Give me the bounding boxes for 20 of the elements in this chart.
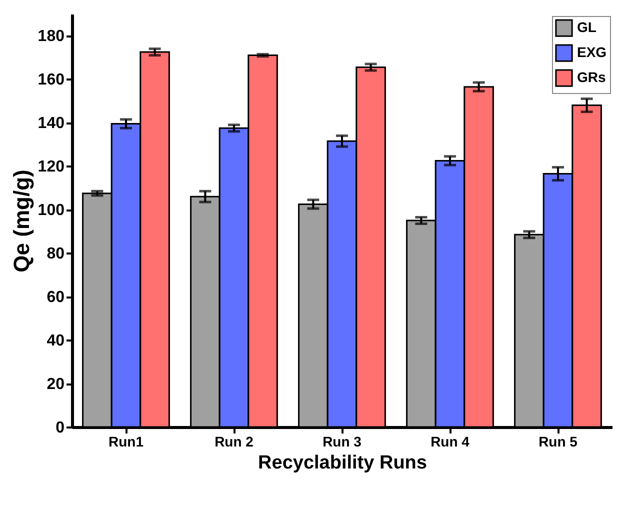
y-tick-label: 180: [38, 28, 65, 46]
y-tick-label: 80: [46, 246, 65, 263]
x-tick-label: Run 4: [430, 434, 470, 450]
y-tick-label: 40: [46, 332, 65, 350]
legend-label: GL: [577, 19, 597, 35]
x-axis-title: Recyclability Runs: [258, 452, 427, 474]
y-tick-label: 20: [46, 376, 65, 394]
y-tick-label: 60: [46, 289, 65, 306]
legend-label: EXG: [577, 44, 607, 60]
y-tick-label: 0: [56, 420, 65, 436]
y-tick-label: 120: [38, 158, 65, 176]
x-tick-label: Run1: [108, 434, 144, 450]
x-tick-label: Run 2: [214, 434, 254, 450]
y-tick-label: 100: [38, 202, 65, 220]
x-tick-label: Run 5: [538, 434, 578, 450]
y-axis-title: Qe (mg/g): [8, 170, 34, 272]
y-tick-label: 140: [38, 115, 65, 132]
legend-label: GRs: [577, 69, 606, 85]
y-tick-label: 160: [38, 72, 65, 89]
x-tick-label: Run 3: [322, 434, 362, 450]
